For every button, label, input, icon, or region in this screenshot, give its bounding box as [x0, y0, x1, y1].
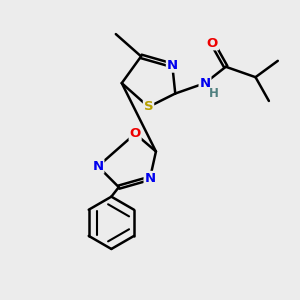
Text: O: O: [130, 127, 141, 140]
Text: O: O: [207, 37, 218, 50]
Text: S: S: [144, 100, 153, 113]
Text: N: N: [200, 76, 211, 90]
Text: N: N: [144, 172, 156, 185]
Text: N: N: [167, 59, 178, 72]
Text: H: H: [209, 87, 219, 100]
Text: N: N: [92, 160, 104, 173]
